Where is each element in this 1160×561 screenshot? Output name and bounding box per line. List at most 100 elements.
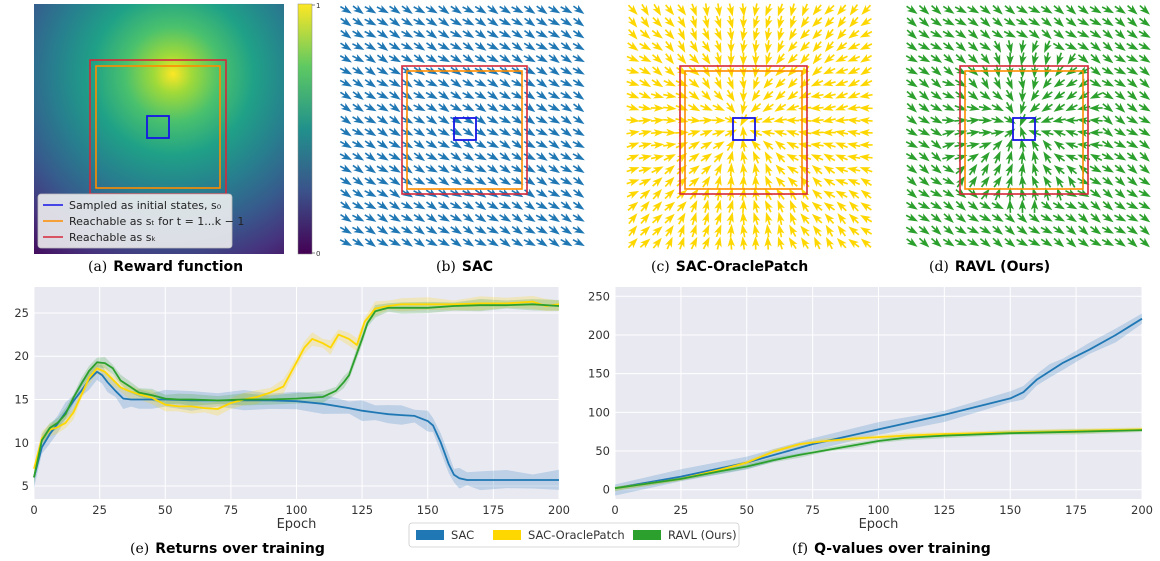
arrow-icon xyxy=(486,152,499,161)
arrow-icon xyxy=(413,237,426,247)
arrow-icon xyxy=(702,199,710,213)
arrow-icon xyxy=(536,176,548,186)
arrow-icon xyxy=(980,77,989,90)
arrow-icon xyxy=(689,27,697,41)
arrow-icon xyxy=(675,103,689,111)
arrow-icon xyxy=(1043,175,1053,188)
arrow-icon xyxy=(689,211,697,226)
arrow-icon xyxy=(861,4,872,16)
arrow-icon xyxy=(689,53,700,64)
arrow-icon xyxy=(753,76,761,90)
arrow-icon xyxy=(499,237,511,247)
arrow-icon xyxy=(1102,200,1114,211)
arrow-icon xyxy=(714,15,722,29)
arrow-icon xyxy=(425,139,438,149)
arrow-icon xyxy=(848,213,859,224)
arrow-icon xyxy=(1078,225,1089,236)
arrow-icon xyxy=(474,127,487,137)
qvalues-x-tick-label: 125 xyxy=(933,503,955,517)
arrow-icon xyxy=(714,212,722,225)
arrow-icon xyxy=(726,211,734,226)
arrow-icon xyxy=(967,237,980,247)
arrow-icon xyxy=(1065,130,1078,138)
arrow-icon xyxy=(847,166,861,174)
arrow-icon xyxy=(572,237,585,247)
arrow-icon xyxy=(677,28,686,41)
arrow-icon xyxy=(627,225,638,237)
arrow-icon xyxy=(739,15,748,30)
arrow-icon xyxy=(777,15,785,29)
arrow-icon xyxy=(847,142,861,150)
arrow-icon xyxy=(943,213,954,223)
arrow-icon xyxy=(1031,150,1039,164)
arrow-icon xyxy=(376,188,389,198)
arrow-icon xyxy=(906,102,918,113)
returns-x-tick-label: 150 xyxy=(417,503,439,517)
arrow-icon xyxy=(1077,237,1090,247)
qvalues-x-tick-label: 0 xyxy=(611,503,618,517)
arrow-icon xyxy=(799,165,811,175)
arrow-icon xyxy=(860,202,872,212)
arrow-icon xyxy=(511,176,524,185)
arrow-icon xyxy=(364,17,377,26)
arrow-icon xyxy=(942,103,956,111)
arrow-icon xyxy=(413,90,426,100)
arrow-icon xyxy=(847,129,861,138)
arrow-icon xyxy=(918,237,930,248)
arrow-icon xyxy=(1028,29,1040,39)
arrow-icon xyxy=(835,91,848,99)
arrow-icon xyxy=(376,103,389,112)
arrow-icon xyxy=(499,78,511,88)
arrow-icon xyxy=(764,27,773,42)
arrow-icon xyxy=(846,103,861,112)
arrow-icon xyxy=(1127,164,1138,174)
arrow-icon xyxy=(438,176,450,186)
arrow-icon xyxy=(352,115,365,124)
arrow-icon xyxy=(1138,201,1151,210)
arrow-icon xyxy=(713,90,724,101)
arrow-icon xyxy=(626,116,640,124)
arrow-icon xyxy=(376,53,389,63)
arrow-icon xyxy=(352,213,365,222)
arrow-icon xyxy=(1114,213,1127,222)
arrow-icon xyxy=(848,238,860,249)
arrow-icon xyxy=(413,225,425,235)
arrow-icon xyxy=(739,52,748,66)
arrow-icon xyxy=(822,128,836,137)
arrow-icon xyxy=(739,89,748,103)
arrow-icon xyxy=(992,77,1001,90)
arrow-icon xyxy=(1004,237,1016,248)
arrow-icon xyxy=(800,53,810,65)
arrow-icon xyxy=(560,213,573,223)
arrow-icon xyxy=(1138,176,1151,186)
arrow-icon xyxy=(764,40,773,54)
arrow-icon xyxy=(1031,76,1040,91)
arrow-icon xyxy=(1018,162,1026,177)
arrow-icon xyxy=(1065,154,1078,162)
arrow-icon xyxy=(626,103,640,111)
arrow-icon xyxy=(438,102,450,113)
arrow-icon xyxy=(1019,138,1027,152)
arrow-icon xyxy=(822,103,836,111)
arrow-icon xyxy=(572,66,585,75)
arrow-icon xyxy=(701,236,710,250)
arrow-icon xyxy=(955,176,965,188)
arrow-icon xyxy=(1139,151,1150,162)
arrow-icon xyxy=(992,90,1004,101)
arrow-icon xyxy=(664,189,675,200)
arrow-icon xyxy=(786,153,799,163)
arrow-icon xyxy=(751,139,761,151)
arrow-icon xyxy=(536,164,548,174)
arrow-icon xyxy=(377,41,389,51)
arrow-icon xyxy=(849,16,859,28)
arrow-icon xyxy=(535,54,548,63)
arrow-icon xyxy=(860,177,872,187)
arrow-icon xyxy=(1077,200,1090,210)
qvalues-x-tick-label: 175 xyxy=(1065,503,1087,517)
arrow-icon xyxy=(560,102,573,112)
arrow-icon xyxy=(1019,101,1027,115)
arrow-icon xyxy=(1114,176,1126,187)
arrow-icon xyxy=(627,201,639,212)
qvalues-y-tick-label: 200 xyxy=(588,328,610,342)
arrow-icon xyxy=(859,141,873,149)
